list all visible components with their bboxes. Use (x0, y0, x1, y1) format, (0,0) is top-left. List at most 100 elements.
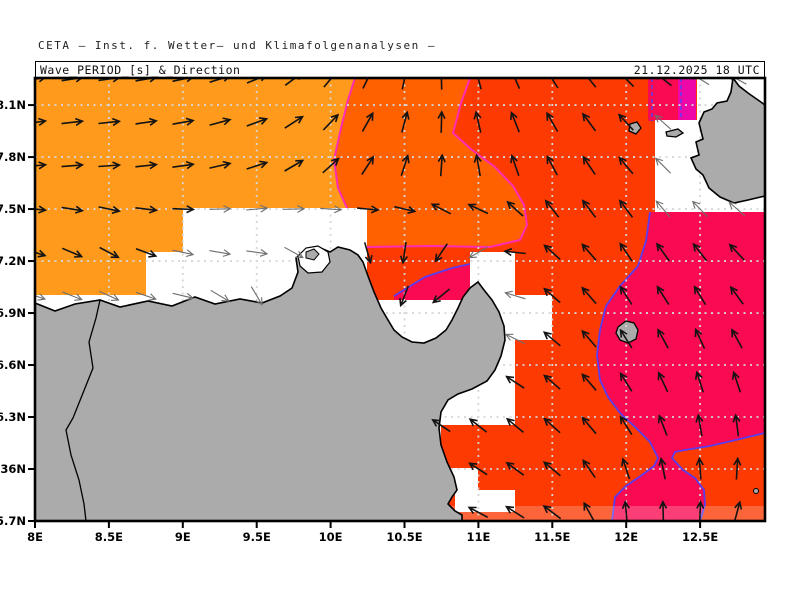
wave-direction-arrow (581, 373, 597, 391)
wave-direction-arrow (35, 205, 48, 214)
wave-direction-arrow (61, 291, 83, 301)
contour-magenta (332, 78, 356, 209)
wave-direction-arrow (654, 157, 671, 174)
axis-ticks: 38.1N 37.8N 37.5N 37.2N 36.9N 36.6N 36.3N 36N 35… (0, 98, 718, 544)
wave-direction-arrow (172, 292, 195, 301)
island-favignana (665, 128, 685, 138)
contour-blue (670, 432, 765, 521)
lon-tick-label: 12.5E (682, 530, 718, 544)
island-marettimo (628, 121, 642, 135)
wave-direction-arrow (733, 456, 742, 480)
wave-direction-arrow (618, 156, 634, 175)
wave-direction-arrow (98, 205, 121, 214)
wave-direction-arrow (246, 160, 269, 170)
wave-direction-arrow (505, 417, 524, 434)
wave-direction-arrow (654, 114, 672, 130)
wave-direction-arrow (322, 157, 340, 174)
lat-tick-label: 37.2N (0, 254, 26, 268)
wave-direction-arrow (732, 413, 741, 437)
wave-direction-arrow (468, 246, 488, 259)
wave-direction-arrow (209, 160, 232, 169)
wave-direction-arrow (361, 111, 374, 132)
wave-direction-arrow (621, 457, 631, 480)
wave-direction-arrow (581, 416, 597, 435)
map-frame (33, 76, 767, 523)
wave-direction-arrow (619, 285, 633, 305)
wave-direction-arrow (246, 249, 269, 257)
contour-lines (332, 78, 765, 521)
wave-direction-arrow (543, 374, 561, 390)
wave-direction-arrow (99, 290, 120, 301)
wave-direction-arrow (542, 331, 561, 347)
wave-direction-arrow (399, 285, 410, 308)
wave-direction-arrow (135, 291, 157, 301)
wave-direction-arrow (694, 370, 705, 393)
wave-direction-arrow (394, 205, 417, 214)
wave-direction-arrow (510, 110, 520, 133)
wave-direction-arrow (655, 200, 671, 218)
wave-direction-arrow (506, 200, 524, 217)
wave-direction-arrow (401, 110, 410, 133)
wave-direction-arrow (543, 287, 561, 304)
lon-tick-label: 9.5E (243, 530, 271, 544)
region-band1-lightorange (35, 78, 355, 295)
wave-direction-arrow (619, 242, 633, 262)
wave-direction-arrow (542, 504, 562, 520)
wave-direction-arrow (61, 247, 84, 258)
wave-direction-arrow (728, 243, 745, 261)
wave-direction-arrow (430, 203, 452, 215)
wave-direction-arrow (692, 242, 708, 262)
region-magenta-stripe (678, 78, 696, 121)
wave-direction-arrow (656, 285, 670, 306)
contour-blue (393, 263, 471, 297)
wave-direction-arrow (657, 371, 669, 393)
wave-direction-arrow (581, 243, 597, 261)
wave-direction-arrow (695, 413, 704, 437)
region-crimson-stripe (648, 78, 678, 121)
wave-direction-arrow (542, 461, 561, 477)
wave-direction-arrow (467, 506, 489, 519)
wave-direction-arrow (694, 327, 706, 349)
wave-direction-arrow (473, 153, 482, 177)
lon-tick-label: 8E (27, 530, 43, 544)
wave-direction-arrow (693, 285, 707, 306)
lake-islet (305, 248, 320, 261)
wave-direction-arrow (729, 285, 744, 305)
wave-direction-arrow (210, 289, 230, 302)
island-dot (753, 488, 759, 494)
wave-direction-arrow (172, 249, 195, 258)
lat-tick-label: 37.5N (0, 202, 26, 216)
wave-direction-arrow (581, 199, 597, 218)
wave-direction-arrow (658, 500, 668, 521)
wave-direction-arrow (691, 200, 708, 217)
wave-direction-arrow (35, 161, 48, 170)
contour-magenta (366, 78, 529, 249)
region-band2-orange (334, 78, 527, 247)
wave-direction-arrow (209, 117, 232, 126)
wave-direction-arrow (544, 199, 560, 218)
wave-direction-arrow (581, 112, 597, 132)
wave-direction-arrow (582, 458, 596, 479)
wave-direction-arrow (172, 161, 195, 170)
wave-direction-arrow (657, 328, 669, 349)
lon-tick-label: 9E (175, 530, 191, 544)
wave-direction-arrow (246, 117, 269, 127)
wave-direction-arrow (431, 418, 451, 433)
wave-direction-arrow (505, 461, 525, 476)
wave-direction-arrow (655, 242, 670, 262)
wave-direction-arrow (731, 370, 742, 393)
region-crimson-tunis-patch (394, 264, 470, 300)
wave-direction-arrow (284, 115, 304, 129)
wave-direction-arrow (284, 159, 305, 172)
wave-direction-arrow (505, 375, 525, 389)
lon-tick-label: 11E (466, 530, 490, 544)
lat-tick-label: 37.8N (0, 150, 26, 164)
wave-direction-arrow (504, 333, 526, 345)
wave-direction-arrow (135, 117, 158, 126)
wave-direction-arrow (437, 153, 446, 177)
lon-tick-label: 12E (614, 530, 638, 544)
wave-direction-arrow (503, 247, 526, 257)
wave-direction-arrow (468, 418, 488, 433)
wave-direction-arrow (35, 249, 47, 258)
